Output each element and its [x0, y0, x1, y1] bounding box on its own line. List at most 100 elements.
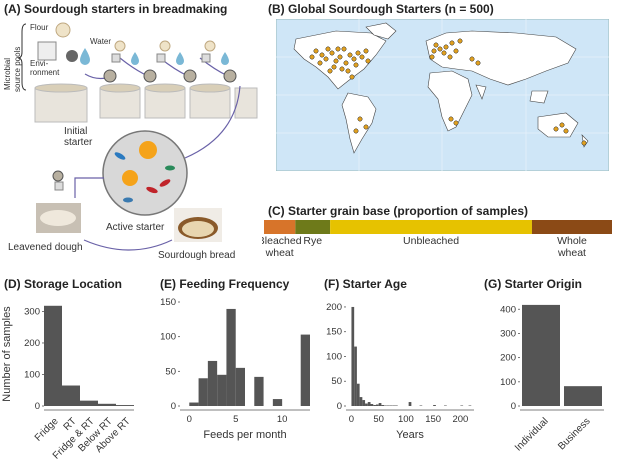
microbe-cells: [114, 141, 175, 203]
chart-title: (F) Starter Age: [324, 277, 407, 291]
histogram-bar: [408, 402, 412, 406]
x-tick-label: 0: [187, 414, 192, 425]
y-tick-label: 400: [500, 304, 516, 315]
chart-title: (D) Storage Location: [4, 277, 122, 291]
sourdough-bread-label: Sourdough bread: [158, 250, 235, 261]
active-starter-label: Active starter: [106, 222, 165, 233]
dough-icon-box: [54, 181, 64, 191]
histogram-bar: [300, 334, 310, 406]
y-tick-label: 200: [24, 338, 40, 349]
x-axis-label: Years: [396, 429, 424, 441]
x-tick-label: 0: [349, 414, 354, 425]
histogram-bar: [189, 402, 199, 406]
active-starter-circle: [102, 130, 188, 216]
grain-segment-label: wheat: [265, 247, 294, 259]
grain-segment-label: wheat: [557, 247, 586, 259]
y-tick-label: 0: [171, 401, 176, 412]
x-tick-label: Fridge: [33, 416, 61, 444]
initial-starter-label-1: Initial: [64, 126, 87, 137]
initial-starter-label-2: starter: [64, 137, 93, 148]
y-tick-label: 200: [326, 302, 342, 313]
y-axis-label: Number of samples: [1, 306, 13, 402]
y-tick-label: 300: [500, 328, 516, 339]
flour-label: Flour: [30, 23, 49, 32]
x-tick-label: 10: [277, 414, 288, 425]
y-tick-label: 50: [331, 376, 342, 387]
environment-icon: [37, 41, 57, 61]
y-tick-label: 300: [24, 306, 40, 317]
starter-origin-chart: (G) Starter Origin 0 100 200 300 400 Individua…: [484, 277, 604, 454]
y-tick-label: 0: [337, 401, 342, 412]
to-bread-arrow: [83, 239, 173, 251]
y-tick-label: 150: [160, 297, 176, 308]
histogram-bar: [362, 400, 366, 406]
grain-segment-label: Bleached: [262, 235, 302, 247]
histogram-bar: [370, 404, 374, 406]
y-tick-label: 50: [165, 366, 176, 377]
x-tick-label: 150: [425, 414, 441, 425]
continents: [293, 22, 589, 154]
microbial-label-2: source pools: [13, 47, 22, 92]
histogram-bar: [381, 405, 385, 406]
histogram-bar: [207, 360, 218, 406]
environment-label-1: Envi-: [30, 59, 49, 68]
y-tick-label: 100: [500, 377, 516, 388]
storage-location-chart: (D) Storage Location 0 100 200 300 Number of …: [1, 277, 134, 462]
histogram-bar: [373, 405, 376, 406]
panel-b-title: (B) Global Sourdough Starters (n = 500): [268, 2, 494, 16]
histogram-bar: [272, 399, 283, 406]
y-tick-label: 200: [500, 353, 516, 364]
chart-title: (E) Feeding Frequency: [160, 277, 290, 291]
starter-age-chart: (F) Starter Age 0 50 100 150 200 0 50 100 150 200 Y…: [324, 277, 474, 441]
x-tick-label: 100: [398, 414, 414, 425]
histogram-bar: [375, 404, 379, 406]
histogram-bar: [356, 383, 360, 406]
leavened-dough-label: Leavened dough: [8, 242, 83, 253]
y-tick-label: 0: [35, 401, 40, 412]
x-tick-label: Individual: [513, 416, 551, 454]
x-tick-label: 200: [452, 414, 468, 425]
bar: [522, 304, 560, 406]
microbial-label-1: Microbial: [3, 58, 12, 90]
source-brace: [17, 23, 27, 91]
histogram-bar: [198, 378, 208, 406]
grain-segment-label: Rye: [303, 235, 322, 247]
water-drop-icon: [80, 48, 90, 65]
x-tick-label: 5: [233, 414, 238, 425]
y-tick-label: 0: [511, 401, 516, 412]
bar: [44, 305, 62, 406]
sample-points: [309, 38, 587, 146]
y-tick-label: 150: [326, 327, 342, 338]
grain-segment-label: Whole: [557, 235, 587, 247]
histogram-bar: [367, 402, 371, 406]
histogram-bar: [359, 397, 363, 406]
bar: [564, 386, 602, 406]
grain-segment: [264, 220, 296, 234]
environment-label-2: ronment: [30, 68, 60, 77]
feeding-frequency-chart: (E) Feeding Frequency 0 50 100 150 0 5 10 Feeds …: [160, 277, 310, 441]
grain-segment-label: Unbleached: [403, 235, 459, 247]
flour-icon: [55, 22, 71, 38]
panel-a-title: (A) Sourdough starters in breadmaking: [4, 2, 228, 16]
x-tick-label: Business: [556, 416, 592, 452]
to-active-arrow: [184, 85, 241, 159]
panel-c-title: (C) Starter grain base (proportion of sa…: [268, 204, 529, 218]
y-tick-label: 100: [160, 332, 176, 343]
histogram-bar: [354, 346, 357, 406]
chart-title: (G) Starter Origin: [484, 277, 582, 291]
histogram-bar: [217, 374, 227, 406]
histogram-bar: [433, 405, 436, 406]
grain-segment: [295, 220, 331, 234]
water-label: Water: [90, 37, 111, 46]
bar: [116, 405, 134, 406]
bar: [62, 385, 80, 406]
to-dough-arrow: [74, 177, 104, 198]
bar: [80, 400, 98, 406]
histogram-bar: [351, 306, 355, 406]
x-axis-label: Feeds per month: [203, 429, 286, 441]
y-tick-label: 100: [24, 369, 40, 380]
microbe-icon: [66, 50, 78, 62]
world-map: [276, 19, 609, 171]
starter-jars: [34, 83, 258, 123]
